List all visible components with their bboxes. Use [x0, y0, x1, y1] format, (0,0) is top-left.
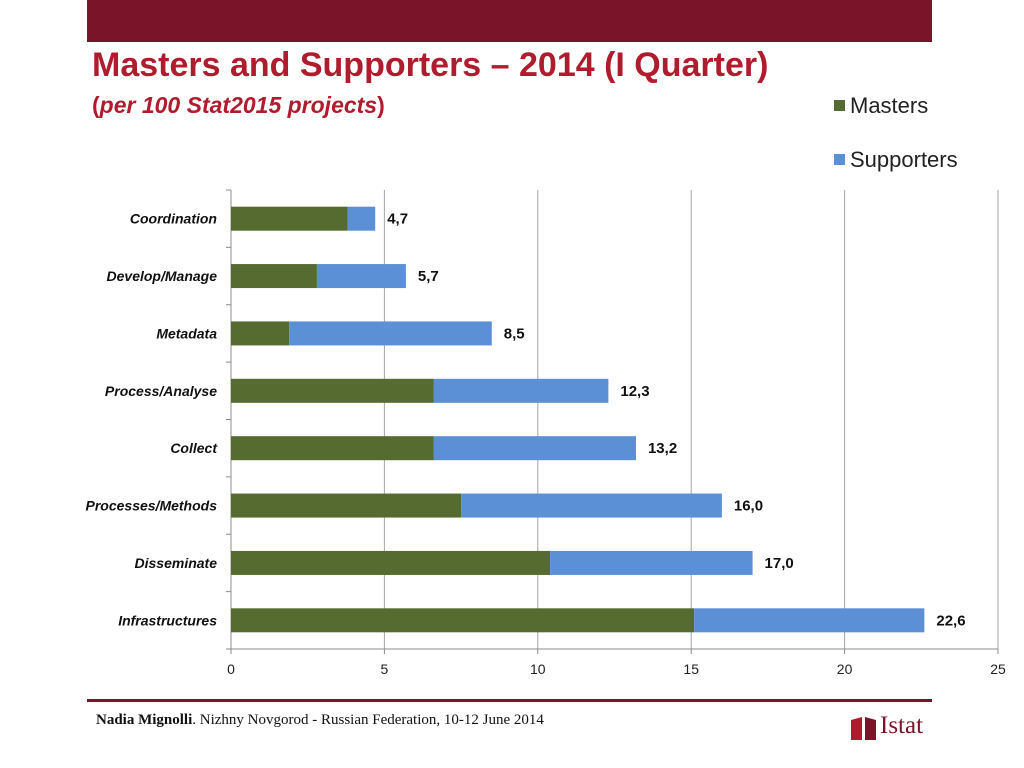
- bar-masters: [231, 206, 348, 231]
- total-label: 22,6: [936, 612, 965, 629]
- legend-label-supporters: Supporters: [850, 147, 958, 172]
- footer-event: . Nizhny Novgorod - Russian Federation, …: [192, 712, 544, 728]
- total-label: 17,0: [765, 555, 794, 572]
- page-subtitle: (per 100 Stat2015 projects): [92, 92, 385, 119]
- top-banner: [87, 0, 932, 42]
- legend-swatch-supporters: [834, 154, 845, 165]
- total-label: 16,0: [734, 498, 763, 515]
- bar-supporters: [433, 436, 636, 461]
- bar-masters: [231, 378, 434, 403]
- bar-masters: [231, 264, 317, 289]
- footer-text: Nadia Mignolli. Nizhny Novgorod - Russia…: [96, 712, 544, 729]
- x-tick-label: 15: [683, 661, 699, 677]
- category-label: Disseminate: [135, 555, 218, 571]
- footer-divider: [87, 699, 932, 702]
- bar-masters: [231, 321, 290, 346]
- istat-logo-mark: [851, 717, 876, 740]
- category-label: Processes/Methods: [86, 498, 218, 514]
- total-label: 4,7: [387, 211, 408, 228]
- category-label: Collect: [170, 440, 218, 456]
- bar-supporters: [347, 206, 376, 231]
- bar-masters: [231, 608, 695, 633]
- bar-supporters: [461, 493, 722, 518]
- bar-supporters: [433, 378, 609, 403]
- bar-supporters: [289, 321, 492, 346]
- footer-author: Nadia Mignolli: [96, 712, 193, 728]
- category-label: Develop/Manage: [107, 268, 218, 284]
- istat-logo: Istat: [850, 712, 923, 747]
- total-label: 8,5: [504, 325, 525, 342]
- category-label: Process/Analyse: [105, 383, 217, 399]
- bar-supporters: [694, 608, 925, 633]
- page-title: Masters and Supporters – 2014 (I Quarter…: [92, 46, 769, 84]
- bar-masters: [231, 436, 434, 461]
- bar-supporters: [550, 550, 753, 575]
- category-label: Metadata: [156, 325, 217, 341]
- total-label: 5,7: [418, 268, 439, 285]
- legend-item-masters: Masters: [834, 93, 928, 119]
- category-label: Coordination: [130, 211, 217, 227]
- bar-masters: [231, 493, 462, 518]
- legend-swatch-masters: [834, 100, 845, 111]
- total-label: 13,2: [648, 440, 677, 457]
- legend-label-masters: Masters: [850, 93, 929, 118]
- x-tick-label: 20: [837, 661, 853, 677]
- bar-supporters: [316, 264, 406, 289]
- x-tick-label: 25: [990, 661, 1006, 677]
- x-tick-label: 0: [227, 661, 235, 677]
- bar-masters: [231, 550, 551, 575]
- subtitle-close-paren: ): [377, 92, 385, 118]
- subtitle-text: per 100 Stat2015 projects: [99, 92, 378, 118]
- stacked-bar-chart: 0 5 10 15 20 25 Coordination 4,7 Develop/Manage 5…: [86, 189, 1006, 677]
- x-tick-label: 10: [530, 661, 546, 677]
- x-tick-label: 5: [381, 661, 389, 677]
- category-label: Infrastructures: [118, 612, 217, 628]
- subtitle-open-paren: (: [92, 92, 100, 118]
- istat-logo-text: Istat: [880, 712, 924, 739]
- total-label: 12,3: [620, 383, 649, 400]
- legend-item-supporters: Supporters: [834, 147, 958, 173]
